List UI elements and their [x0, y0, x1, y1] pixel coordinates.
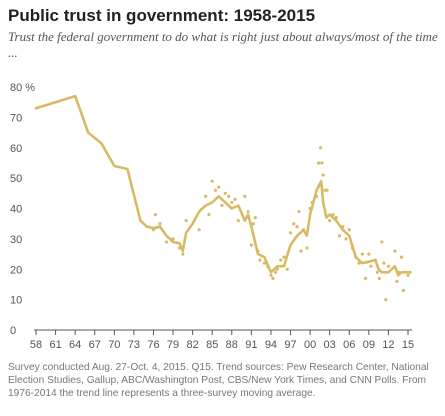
- y-tick-label: 40: [10, 204, 22, 216]
- survey-point: [233, 197, 237, 201]
- survey-point: [384, 298, 388, 302]
- x-tick-label: 00: [304, 339, 316, 351]
- survey-point: [375, 270, 379, 274]
- survey-point: [285, 267, 289, 271]
- x-tick-label: 61: [49, 339, 61, 351]
- survey-point: [337, 234, 342, 238]
- survey-point: [273, 270, 278, 274]
- survey-point: [305, 246, 309, 250]
- survey-point: [321, 173, 325, 177]
- survey-point: [297, 209, 301, 214]
- survey-point: [380, 240, 384, 244]
- survey-point: [223, 191, 227, 195]
- survey-point: [207, 212, 211, 217]
- survey-point: [243, 194, 247, 198]
- survey-point: [382, 261, 386, 265]
- x-tick-label: 94: [265, 339, 277, 351]
- survey-point: [236, 219, 240, 223]
- survey-point: [288, 231, 293, 235]
- x-tick-label: 79: [167, 339, 179, 351]
- survey-point: [262, 261, 267, 265]
- survey-point: [271, 276, 275, 280]
- x-tick-label: 97: [284, 339, 296, 351]
- survey-point: [406, 273, 410, 277]
- survey-point: [253, 216, 257, 220]
- source-note: Survey conducted Aug. 27-Oct. 4, 2015. Q…: [8, 362, 429, 399]
- x-tick-label: 88: [226, 339, 238, 351]
- survey-point: [395, 279, 399, 283]
- y-tick-label: 70: [10, 112, 22, 124]
- survey-point: [399, 255, 404, 259]
- y-tick-label: 20: [10, 264, 22, 276]
- x-tick-label: 70: [108, 339, 120, 351]
- survey-point: [210, 179, 214, 183]
- survey-point: [217, 185, 221, 189]
- survey-point: [220, 203, 224, 208]
- survey-point: [181, 252, 185, 256]
- survey-point: [393, 249, 397, 253]
- survey-point: [249, 243, 253, 247]
- survey-point: [226, 194, 231, 198]
- x-tick-label: 85: [206, 339, 218, 351]
- y-tick-label: 0: [10, 325, 16, 337]
- survey-point: [158, 222, 162, 226]
- x-tick-label: 06: [343, 339, 355, 351]
- survey-point: [230, 200, 234, 205]
- survey-point: [320, 161, 324, 165]
- survey-point: [282, 255, 286, 259]
- survey-point: [269, 273, 273, 277]
- trust-line-chart: 0 10 20 30 40 50 60 70 80 % 58 61 64 67 70 73 76 79 82 85 8…: [10, 82, 414, 351]
- x-tick-label: 73: [128, 339, 140, 351]
- survey-point: [377, 276, 381, 280]
- survey-point: [204, 194, 208, 198]
- survey-point: [213, 188, 218, 192]
- survey-point: [369, 264, 373, 268]
- survey-point: [316, 161, 321, 165]
- survey-point: [367, 252, 371, 256]
- survey-point: [347, 228, 351, 232]
- y-tick-label: 50: [10, 173, 22, 185]
- x-tick-label: 03: [324, 339, 336, 351]
- y-tick-label: 10: [10, 295, 22, 307]
- x-tick-label: 82: [187, 339, 199, 351]
- chart-subtitle: Trust the federal government to do what …: [8, 29, 438, 60]
- survey-point: [325, 188, 329, 192]
- trend-line: [34, 94, 410, 277]
- survey-point: [328, 219, 332, 223]
- survey-point: [251, 222, 255, 226]
- y-tick-label: 30: [10, 234, 22, 246]
- survey-point: [386, 264, 391, 268]
- x-tick-label: 12: [382, 339, 394, 351]
- x-tick-label: 09: [363, 339, 375, 351]
- survey-point: [153, 212, 158, 217]
- survey-point: [279, 258, 283, 262]
- chart-title: Public trust in government: 1958-2015: [8, 6, 316, 25]
- survey-point: [184, 219, 188, 223]
- survey-point: [197, 228, 201, 232]
- survey-point: [295, 225, 299, 229]
- survey-point: [246, 209, 250, 214]
- x-tick-label: 15: [402, 339, 414, 351]
- survey-point: [164, 240, 169, 244]
- survey-point: [318, 146, 323, 150]
- x-tick-label: 64: [69, 339, 81, 351]
- x-tick-label: 76: [147, 339, 159, 351]
- survey-point: [299, 249, 303, 253]
- x-tick-label: 58: [30, 339, 42, 351]
- y-tick-label: 80 %: [10, 82, 35, 94]
- survey-point: [363, 276, 368, 280]
- y-tick-label: 60: [10, 143, 22, 155]
- survey-point: [408, 270, 412, 274]
- survey-point: [292, 222, 296, 226]
- survey-point: [258, 258, 262, 262]
- x-tick-label: 91: [245, 339, 257, 351]
- survey-point: [401, 288, 406, 293]
- survey-point: [360, 252, 364, 256]
- x-tick-label: 67: [89, 339, 101, 351]
- survey-point: [344, 237, 348, 241]
